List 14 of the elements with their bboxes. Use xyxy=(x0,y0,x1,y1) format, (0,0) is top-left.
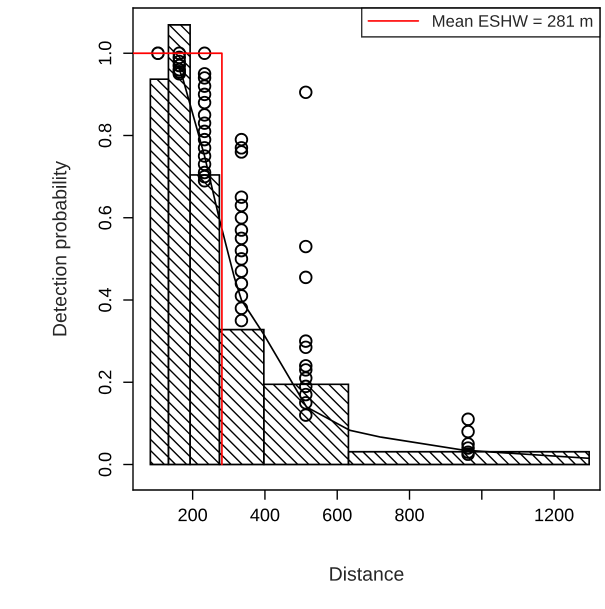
y-tick-label: 0.4 xyxy=(98,288,112,312)
y-axis-title: Detection probability xyxy=(52,160,70,336)
y-tick-label: 0.2 xyxy=(98,370,112,394)
x-axis-title: Distance xyxy=(330,566,404,581)
x-tick-label: 200 xyxy=(178,508,207,522)
y-tick-label: 0.0 xyxy=(98,452,112,476)
x-tick-label: 800 xyxy=(395,508,424,522)
x-tick-label: 600 xyxy=(323,508,352,522)
legend-label: Mean ESHW = 281 m xyxy=(433,15,592,27)
y-tick-label: 0.6 xyxy=(98,206,112,230)
y-tick-label: 1.0 xyxy=(98,41,112,64)
y-tick-label: 0.8 xyxy=(98,124,112,148)
x-tick-label: 400 xyxy=(250,508,280,522)
x-tick-label: 1200 xyxy=(535,508,574,522)
